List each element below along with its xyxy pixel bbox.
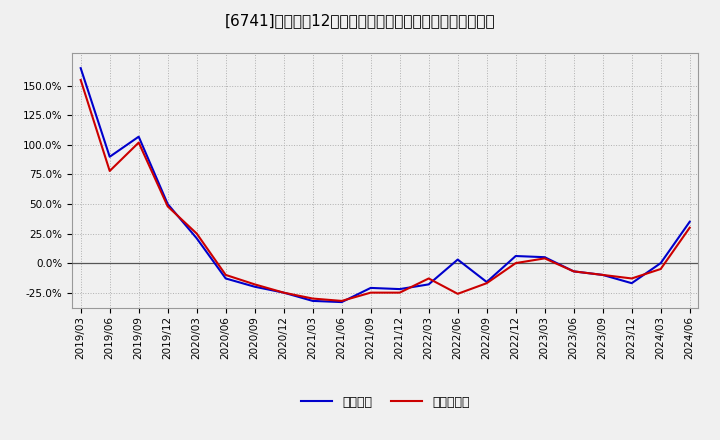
経常利益: [308, 298, 317, 304]
当期純利益: [308, 296, 317, 301]
Legend: 経常利益, 当期純利益: 経常利益, 当期純利益: [296, 391, 474, 414]
経常利益: [627, 281, 636, 286]
経常利益: [570, 269, 578, 274]
経常利益: [511, 253, 520, 259]
当期純利益: [627, 276, 636, 281]
経常利益: [279, 290, 288, 295]
経常利益: [541, 255, 549, 260]
当期純利益: [279, 290, 288, 295]
経常利益: [192, 236, 201, 241]
当期純利益: [221, 272, 230, 278]
当期純利益: [541, 256, 549, 261]
当期純利益: [338, 298, 346, 304]
経常利益: [338, 300, 346, 305]
当期純利益: [482, 281, 491, 286]
経常利益: [251, 284, 259, 290]
経常利益: [482, 279, 491, 285]
当期純利益: [454, 291, 462, 297]
経常利益: [135, 134, 143, 139]
当期純利益: [685, 225, 694, 230]
当期純利益: [657, 266, 665, 271]
経常利益: [366, 285, 375, 290]
当期純利益: [135, 140, 143, 145]
経常利益: [685, 219, 694, 224]
経常利益: [424, 282, 433, 287]
経常利益: [105, 154, 114, 159]
経常利益: [454, 257, 462, 262]
当期純利益: [366, 290, 375, 295]
経常利益: [395, 286, 404, 292]
当期純利益: [570, 269, 578, 274]
当期純利益: [598, 272, 607, 278]
Line: 経常利益: 経常利益: [81, 68, 690, 302]
当期純利益: [511, 260, 520, 266]
Line: 当期純利益: 当期純利益: [81, 80, 690, 301]
当期純利益: [192, 231, 201, 236]
当期純利益: [76, 77, 85, 83]
当期純利益: [395, 290, 404, 295]
経常利益: [598, 272, 607, 278]
経常利益: [76, 66, 85, 71]
経常利益: [657, 260, 665, 266]
当期純利益: [424, 276, 433, 281]
当期純利益: [163, 204, 172, 209]
経常利益: [163, 202, 172, 207]
当期純利益: [105, 169, 114, 174]
経常利益: [221, 276, 230, 281]
当期純利益: [251, 282, 259, 287]
Text: [6741]　利益だ12か月移動合計の対前年同期増減率の推移: [6741] 利益だ12か月移動合計の対前年同期増減率の推移: [225, 13, 495, 28]
